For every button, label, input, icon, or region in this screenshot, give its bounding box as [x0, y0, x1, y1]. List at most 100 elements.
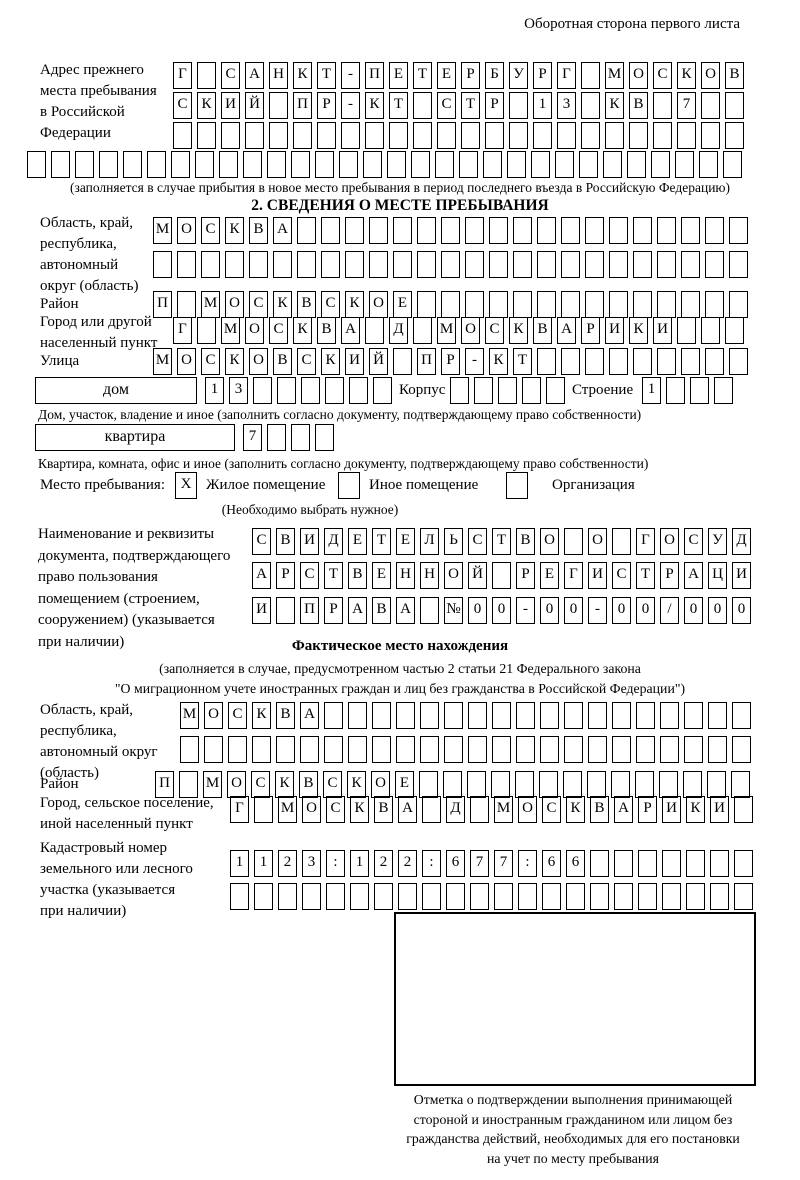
char-cell[interactable]: / — [660, 597, 679, 624]
char-cell[interactable] — [714, 377, 733, 404]
char-cell[interactable] — [398, 883, 417, 910]
char-cell[interactable] — [243, 151, 262, 178]
char-cell[interactable] — [566, 883, 585, 910]
char-cell[interactable]: Л — [420, 528, 439, 555]
char-cell[interactable] — [197, 317, 216, 344]
char-cell[interactable] — [542, 883, 561, 910]
char-cell[interactable] — [681, 217, 700, 244]
checkbox-organizatsiya[interactable] — [506, 472, 528, 499]
char-cell[interactable] — [301, 377, 320, 404]
char-cell[interactable] — [564, 736, 583, 763]
char-cell[interactable]: Т — [636, 562, 655, 589]
char-cell[interactable] — [725, 92, 744, 119]
char-cell[interactable] — [564, 702, 583, 729]
char-cell[interactable]: Д — [324, 528, 343, 555]
char-cell[interactable] — [540, 702, 559, 729]
char-cell[interactable]: О — [701, 62, 720, 89]
char-cell[interactable] — [483, 151, 502, 178]
char-cell[interactable] — [614, 883, 633, 910]
char-cell[interactable]: К — [225, 348, 244, 375]
char-cell[interactable] — [393, 348, 412, 375]
char-cell[interactable]: : — [422, 850, 441, 877]
char-cell[interactable] — [605, 122, 624, 149]
char-cell[interactable]: В — [299, 771, 318, 798]
char-cell[interactable] — [705, 217, 724, 244]
char-cell[interactable]: - — [341, 92, 360, 119]
char-cell[interactable]: М — [605, 62, 624, 89]
char-cell[interactable]: А — [252, 562, 271, 589]
char-cell[interactable]: 1 — [205, 377, 224, 404]
kvartira-cells[interactable]: 7 — [243, 424, 339, 451]
char-cell[interactable]: Г — [557, 62, 576, 89]
char-cell[interactable] — [660, 702, 679, 729]
char-cell[interactable]: Д — [732, 528, 751, 555]
char-cell[interactable]: О — [540, 528, 559, 555]
char-cell[interactable] — [441, 251, 460, 278]
char-cell[interactable] — [587, 771, 606, 798]
char-cell[interactable]: И — [221, 92, 240, 119]
char-cell[interactable] — [99, 151, 118, 178]
char-cell[interactable] — [459, 151, 478, 178]
char-cell[interactable] — [461, 122, 480, 149]
char-cell[interactable] — [339, 151, 358, 178]
char-cell[interactable] — [349, 377, 368, 404]
char-cell[interactable] — [633, 348, 652, 375]
char-cell[interactable]: А — [273, 217, 292, 244]
char-cell[interactable] — [297, 217, 316, 244]
char-cell[interactable] — [269, 92, 288, 119]
char-cell[interactable] — [413, 317, 432, 344]
char-cell[interactable]: И — [345, 348, 364, 375]
char-cell[interactable] — [701, 317, 720, 344]
char-cell[interactable] — [201, 251, 220, 278]
char-cell[interactable] — [561, 217, 580, 244]
char-cell[interactable]: С — [221, 62, 240, 89]
char-cell[interactable] — [579, 151, 598, 178]
char-cell[interactable] — [374, 883, 393, 910]
char-cell[interactable] — [710, 850, 729, 877]
char-cell[interactable] — [612, 736, 631, 763]
korpus-cells[interactable] — [450, 377, 570, 404]
char-cell[interactable]: О — [660, 528, 679, 555]
char-cell[interactable] — [546, 377, 565, 404]
char-cell[interactable] — [657, 217, 676, 244]
char-cell[interactable]: О — [461, 317, 480, 344]
char-cell[interactable] — [557, 122, 576, 149]
char-cell[interactable] — [662, 850, 681, 877]
char-cell[interactable]: В — [374, 796, 393, 823]
char-cell[interactable] — [609, 217, 628, 244]
char-cell[interactable]: В — [590, 796, 609, 823]
char-cell[interactable] — [585, 348, 604, 375]
char-cell[interactable]: К — [225, 217, 244, 244]
char-cell[interactable] — [729, 348, 748, 375]
char-cell[interactable] — [269, 122, 288, 149]
char-cell[interactable] — [230, 883, 249, 910]
char-cell[interactable] — [465, 251, 484, 278]
char-cell[interactable]: К — [293, 62, 312, 89]
char-cell[interactable]: О — [629, 62, 648, 89]
char-cell[interactable] — [509, 92, 528, 119]
char-cell[interactable]: Р — [485, 92, 504, 119]
char-cell[interactable]: О — [588, 528, 607, 555]
char-cell[interactable] — [317, 122, 336, 149]
char-cell[interactable]: Р — [317, 92, 336, 119]
char-cell[interactable] — [653, 122, 672, 149]
char-cell[interactable]: 0 — [636, 597, 655, 624]
char-cell[interactable] — [564, 528, 583, 555]
char-cell[interactable] — [221, 122, 240, 149]
char-cell[interactable]: А — [300, 702, 319, 729]
char-cell[interactable]: О — [302, 796, 321, 823]
char-cell[interactable] — [341, 122, 360, 149]
char-cell[interactable] — [51, 151, 70, 178]
char-cell[interactable]: А — [614, 796, 633, 823]
char-cell[interactable]: С — [249, 291, 268, 318]
char-cell[interactable] — [686, 850, 705, 877]
char-cell[interactable] — [422, 883, 441, 910]
char-cell[interactable]: Й — [369, 348, 388, 375]
char-cell[interactable]: 1 — [642, 377, 661, 404]
char-cell[interactable] — [609, 251, 628, 278]
char-cell[interactable]: О — [177, 217, 196, 244]
